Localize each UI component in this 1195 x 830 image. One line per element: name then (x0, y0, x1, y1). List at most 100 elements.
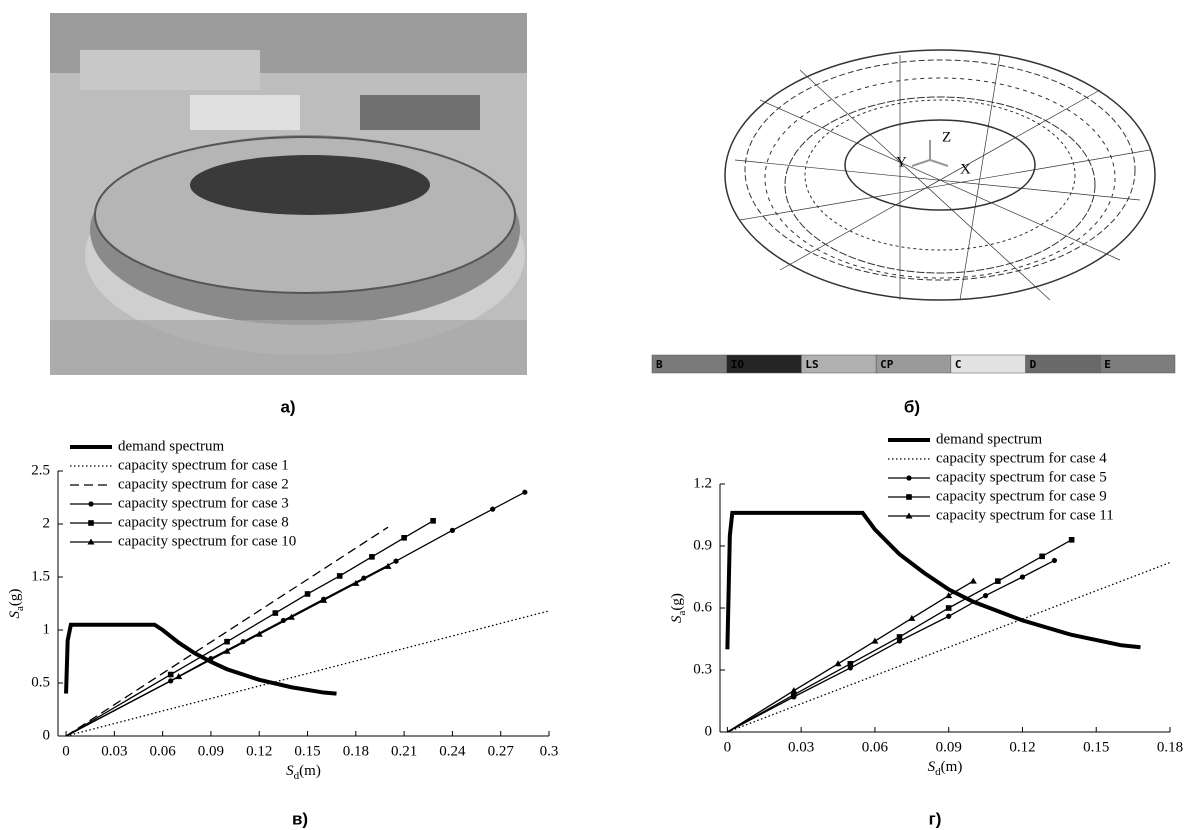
legend-label: capacity spectrum for case 10 (118, 533, 296, 549)
level-label: C (955, 358, 962, 371)
marker (490, 507, 495, 512)
marker (970, 578, 977, 584)
level-label: CP (880, 358, 894, 371)
marker (946, 614, 951, 619)
level-swatch (1026, 355, 1101, 373)
marker (305, 591, 311, 597)
marker (393, 559, 398, 564)
series-line (727, 560, 1054, 732)
series-line (66, 611, 549, 736)
structure-model (725, 50, 1155, 300)
marker (906, 475, 911, 480)
y-tick-label: 0 (705, 723, 713, 739)
panel-label: г) (929, 809, 942, 828)
marker (1052, 558, 1057, 563)
x-axis-label: Sd(m) (928, 759, 963, 777)
marker (168, 672, 174, 678)
level-label: IO (731, 358, 745, 371)
marker (897, 634, 903, 640)
axis-label-part: (g) (7, 589, 23, 607)
x-tick-label: 0.12 (1009, 739, 1035, 755)
legend-label: capacity spectrum for case 4 (936, 450, 1107, 466)
marker (1039, 554, 1045, 560)
y-tick-label: 2 (43, 515, 51, 531)
x-tick-label: 0 (62, 743, 70, 759)
panel-label: б) (904, 397, 920, 416)
marker (450, 528, 455, 533)
level-label: E (1104, 358, 1111, 371)
performance-level-bar: B IO LS CP C D E (652, 355, 1175, 373)
y-tick-label: 1.5 (31, 568, 50, 584)
marker (983, 593, 988, 598)
level-label: D (1030, 358, 1037, 371)
panel-label: а) (280, 397, 295, 416)
marker (430, 518, 436, 524)
level-swatch (951, 355, 1026, 373)
panel-label: в) (292, 809, 308, 828)
marker (871, 638, 878, 644)
x-tick-label: 0.21 (391, 743, 417, 759)
x-tick-label: 0.09 (198, 743, 224, 759)
y-tick-label: 0.9 (693, 537, 712, 553)
stadium-photo (50, 13, 527, 375)
x-tick-label: 0.09 (936, 739, 962, 755)
y-tick-label: 0.5 (31, 674, 50, 690)
y-tick-label: 1 (43, 621, 51, 637)
x-axis-label: Sd(m) (286, 763, 321, 781)
axis-label: Y (896, 154, 907, 170)
marker (337, 573, 343, 579)
x-tick-label: 0.06 (150, 743, 177, 759)
legend-label: capacity spectrum for case 5 (936, 469, 1107, 485)
axis-label: X (960, 161, 971, 177)
x-tick-label: 0.27 (488, 743, 515, 759)
marker (401, 535, 407, 541)
y-tick-label: 0 (43, 727, 51, 743)
level-label: B (656, 358, 663, 371)
x-tick-label: 0.06 (862, 739, 889, 755)
x-tick-label: 0.03 (101, 743, 127, 759)
y-axis-label: Sa(g) (7, 589, 25, 619)
legend-label: capacity spectrum for case 9 (936, 488, 1107, 504)
y-tick-label: 0.3 (693, 661, 712, 677)
marker (946, 605, 952, 611)
marker (835, 660, 842, 666)
marker (273, 610, 279, 616)
y-tick-label: 0.6 (693, 599, 712, 615)
series-line (66, 521, 433, 736)
legend-label: capacity spectrum for case 8 (118, 514, 289, 530)
marker (88, 501, 93, 506)
marker (945, 592, 952, 598)
marker (1069, 537, 1075, 543)
marker (848, 661, 854, 667)
marker (908, 615, 915, 621)
x-tick-label: 0.03 (788, 739, 814, 755)
marker (175, 673, 182, 679)
marker (88, 520, 94, 526)
marker (522, 490, 527, 495)
marker (790, 687, 797, 693)
level-swatch (652, 355, 727, 373)
legend-label: capacity spectrum for case 11 (936, 507, 1114, 523)
x-tick-label: 0.15 (1083, 739, 1109, 755)
x-tick-label: 0.24 (439, 743, 466, 759)
marker (224, 639, 230, 645)
legend-label: demand spectrum (118, 438, 225, 454)
series-line (727, 581, 973, 732)
figure: а) Z Y X B IO LS CP C D E б) 0 0.03 0.06 0.09 0.12… (0, 0, 1195, 830)
series-line (727, 513, 1140, 649)
axis-label-part: (g) (669, 593, 685, 611)
marker (995, 578, 1001, 584)
y-tick-label: 1.2 (693, 475, 712, 491)
series-line (66, 527, 388, 736)
legend-label: demand spectrum (936, 431, 1043, 447)
level-label: LS (805, 358, 818, 371)
x-tick-label: 0.18 (1157, 739, 1183, 755)
axis-label-part: (m) (941, 759, 963, 775)
marker (906, 494, 912, 500)
axis-label: Z (942, 129, 951, 145)
x-tick-label: 0.18 (343, 743, 369, 759)
x-tick-label: 0.15 (294, 743, 320, 759)
legend-label: capacity spectrum for case 1 (118, 457, 289, 473)
marker (1020, 574, 1025, 579)
level-swatch (1100, 355, 1175, 373)
